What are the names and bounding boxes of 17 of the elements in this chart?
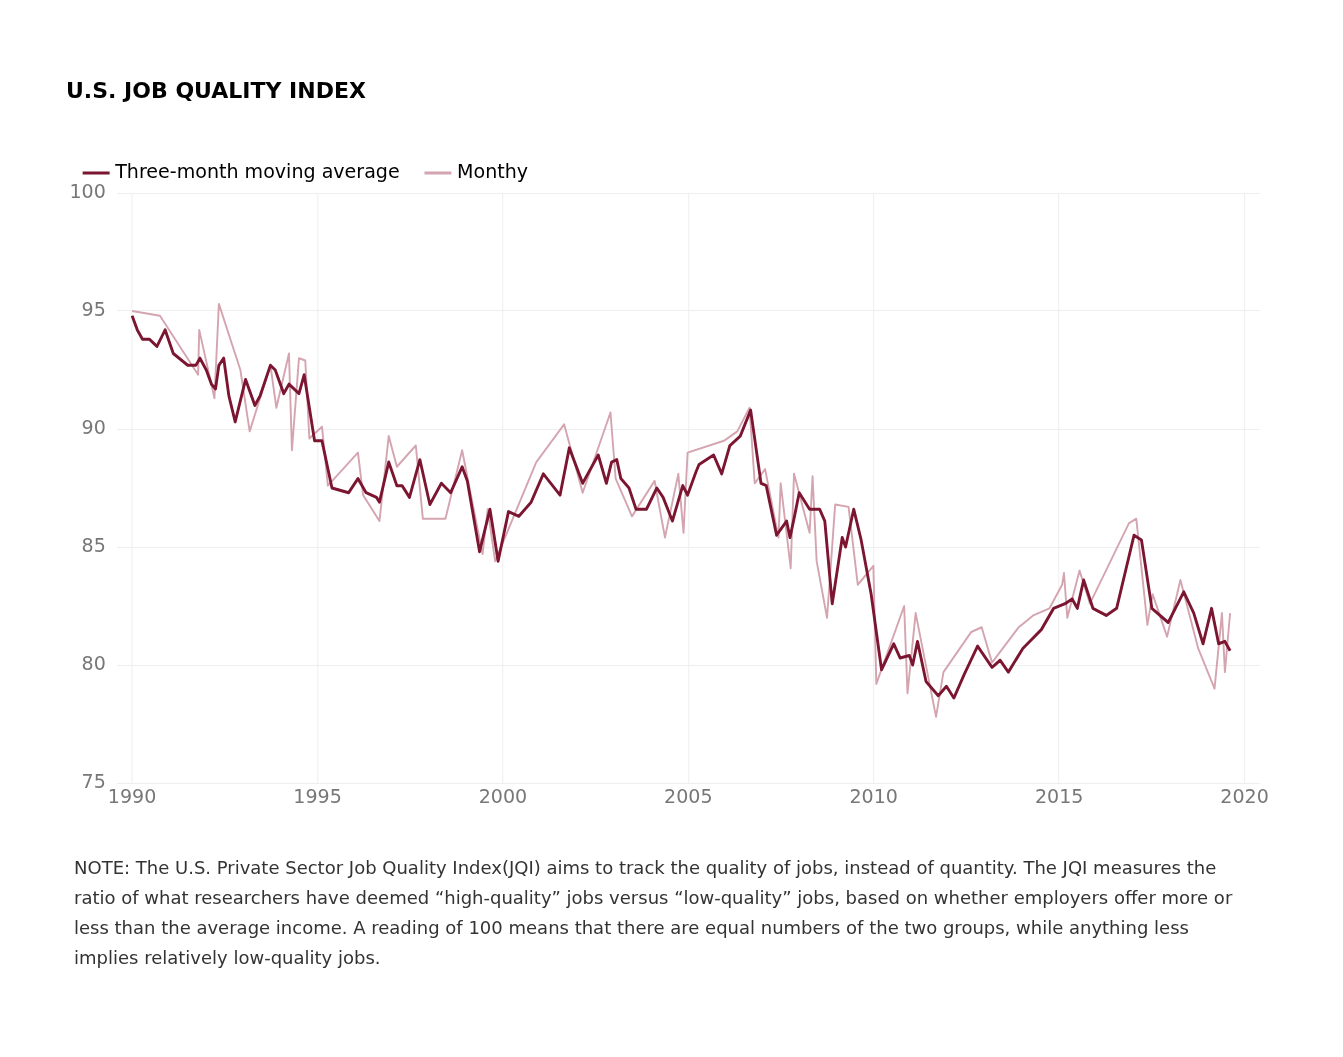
x-tick-label: 1995 (293, 784, 342, 809)
x-tick-label: 2005 (664, 784, 713, 809)
y-tick-label: 85 (81, 533, 106, 558)
x-tick-label: 1990 (107, 784, 157, 809)
text: NOTE: The U.S. Private Sector Job Quality Index(JQI) aims to track the quality of jobs, instead of quantity. The JQI measures the ratio of what researchers have deemed “high-quality” jobs versus “low-quality” jobs, based on whether employers offer more or less than the average income. A reading of 100 means that there are equal numbers of the two groups, while anything less implies relatively low-quality jobs. (74, 856, 1234, 970)
y-tick-label: 80 (81, 651, 106, 676)
x-tick-label: 2010 (849, 784, 899, 809)
y-tick-label: 100 (69, 179, 106, 204)
x-tick-label: 2015 (1034, 784, 1084, 809)
legend-label: Three-month moving average (114, 159, 400, 184)
x-tick-label: 2000 (478, 784, 528, 809)
x-tick-label: 2020 (1220, 784, 1269, 809)
y-tick-label: 90 (81, 415, 106, 440)
legend-label: Monthy (457, 159, 529, 184)
y-tick-label: 95 (81, 297, 106, 322)
chart-title: U.S. JOB QUALITY INDEX (66, 78, 367, 103)
y-tick-label: 75 (81, 769, 106, 794)
